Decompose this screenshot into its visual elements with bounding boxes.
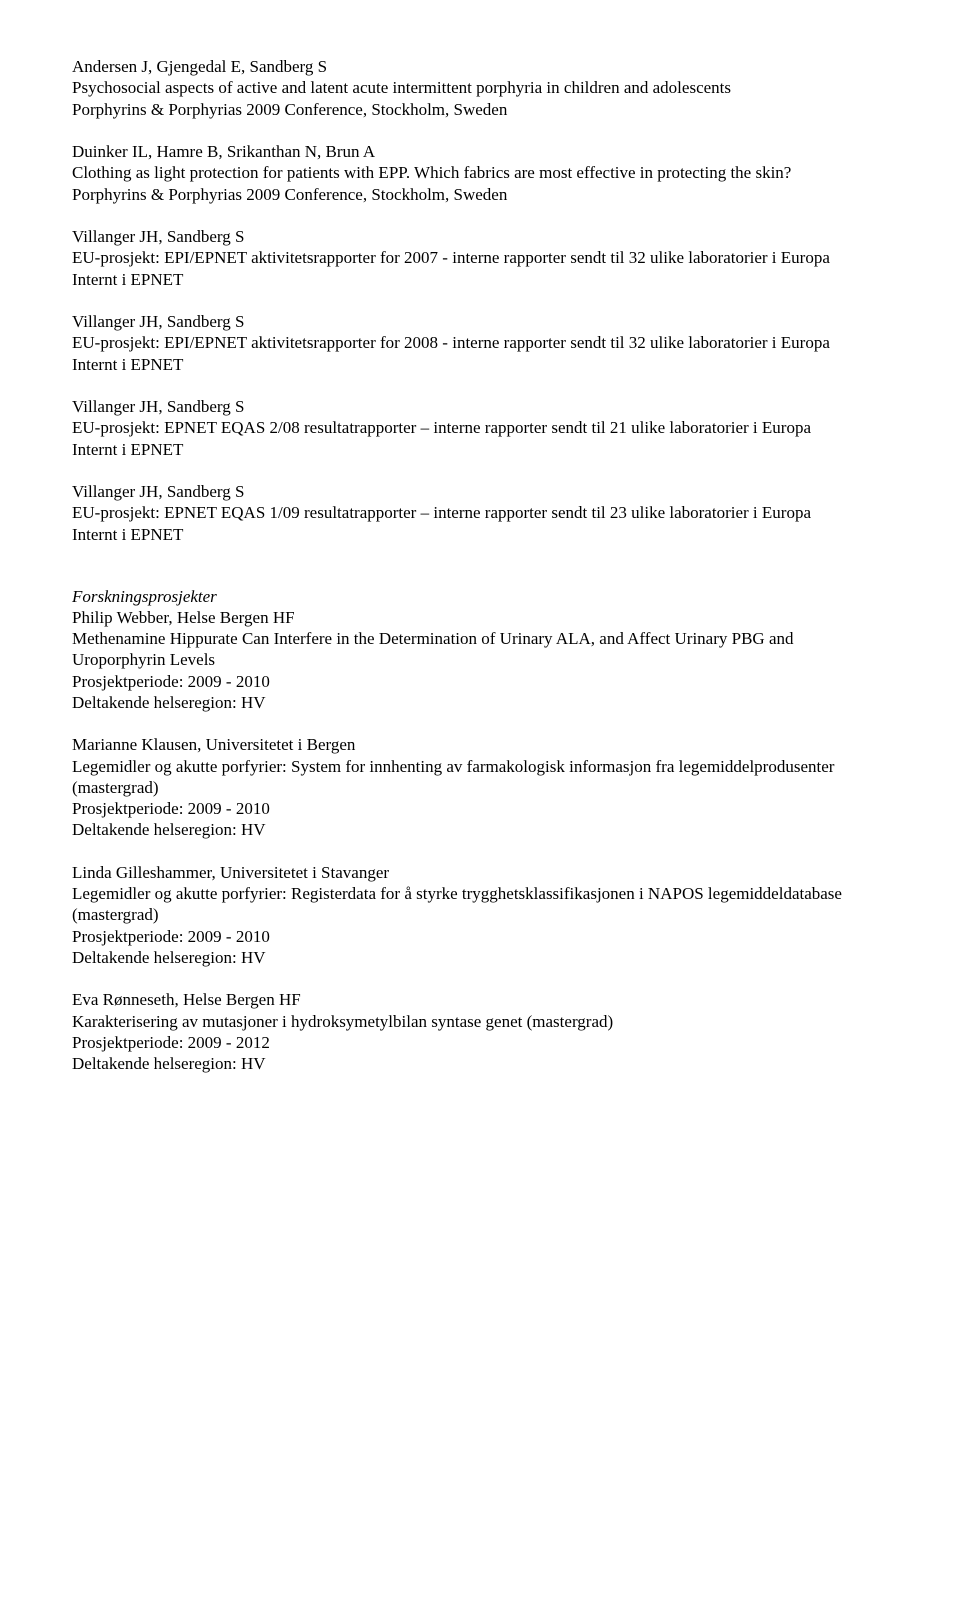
entry-venue: Internt i EPNET	[72, 354, 888, 375]
project-owner: Marianne Klausen, Universitetet i Bergen	[72, 734, 888, 755]
entry-authors: Villanger JH, Sandberg S	[72, 226, 888, 247]
projects-heading: Forskningsprosjekter	[72, 586, 888, 607]
entry-title: Psychosocial aspects of active and laten…	[72, 77, 888, 98]
project-owner: Eva Rønneseth, Helse Bergen HF	[72, 989, 888, 1010]
project-region: Deltakende helseregion: HV	[72, 692, 888, 713]
project-region: Deltakende helseregion: HV	[72, 947, 888, 968]
entry-authors: Duinker IL, Hamre B, Srikanthan N, Brun …	[72, 141, 888, 162]
entry-authors: Villanger JH, Sandberg S	[72, 396, 888, 417]
entry-title: EU-prosjekt: EPI/EPNET aktivitetsrapport…	[72, 332, 888, 353]
entry-authors: Andersen J, Gjengedal E, Sandberg S	[72, 56, 888, 77]
project-title: Legemidler og akutte porfyrier: System f…	[72, 756, 888, 799]
project-region: Deltakende helseregion: HV	[72, 1053, 888, 1074]
project-period: Prosjektperiode: 2009 - 2010	[72, 798, 888, 819]
entry-title: EU-prosjekt: EPNET EQAS 1/09 resultatrap…	[72, 502, 888, 523]
entry-venue: Internt i EPNET	[72, 524, 888, 545]
entry-venue: Porphyrins & Porphyrias 2009 Conference,…	[72, 99, 888, 120]
project-period: Prosjektperiode: 2009 - 2012	[72, 1032, 888, 1053]
project-title: Legemidler og akutte porfyrier: Register…	[72, 883, 888, 926]
project-period: Prosjektperiode: 2009 - 2010	[72, 671, 888, 692]
entry-authors: Villanger JH, Sandberg S	[72, 481, 888, 502]
entry-title: Clothing as light protection for patient…	[72, 162, 888, 183]
project-owner: Philip Webber, Helse Bergen HF	[72, 607, 888, 628]
entry-title: EU-prosjekt: EPI/EPNET aktivitetsrapport…	[72, 247, 888, 268]
project-region: Deltakende helseregion: HV	[72, 819, 888, 840]
entry-authors: Villanger JH, Sandberg S	[72, 311, 888, 332]
entry-title: EU-prosjekt: EPNET EQAS 2/08 resultatrap…	[72, 417, 888, 438]
project-title: Methenamine Hippurate Can Interfere in t…	[72, 628, 888, 671]
project-owner: Linda Gilleshammer, Universitetet i Stav…	[72, 862, 888, 883]
project-period: Prosjektperiode: 2009 - 2010	[72, 926, 888, 947]
project-title: Karakterisering av mutasjoner i hydroksy…	[72, 1011, 888, 1032]
entry-venue: Internt i EPNET	[72, 439, 888, 460]
entry-venue: Porphyrins & Porphyrias 2009 Conference,…	[72, 184, 888, 205]
entry-venue: Internt i EPNET	[72, 269, 888, 290]
